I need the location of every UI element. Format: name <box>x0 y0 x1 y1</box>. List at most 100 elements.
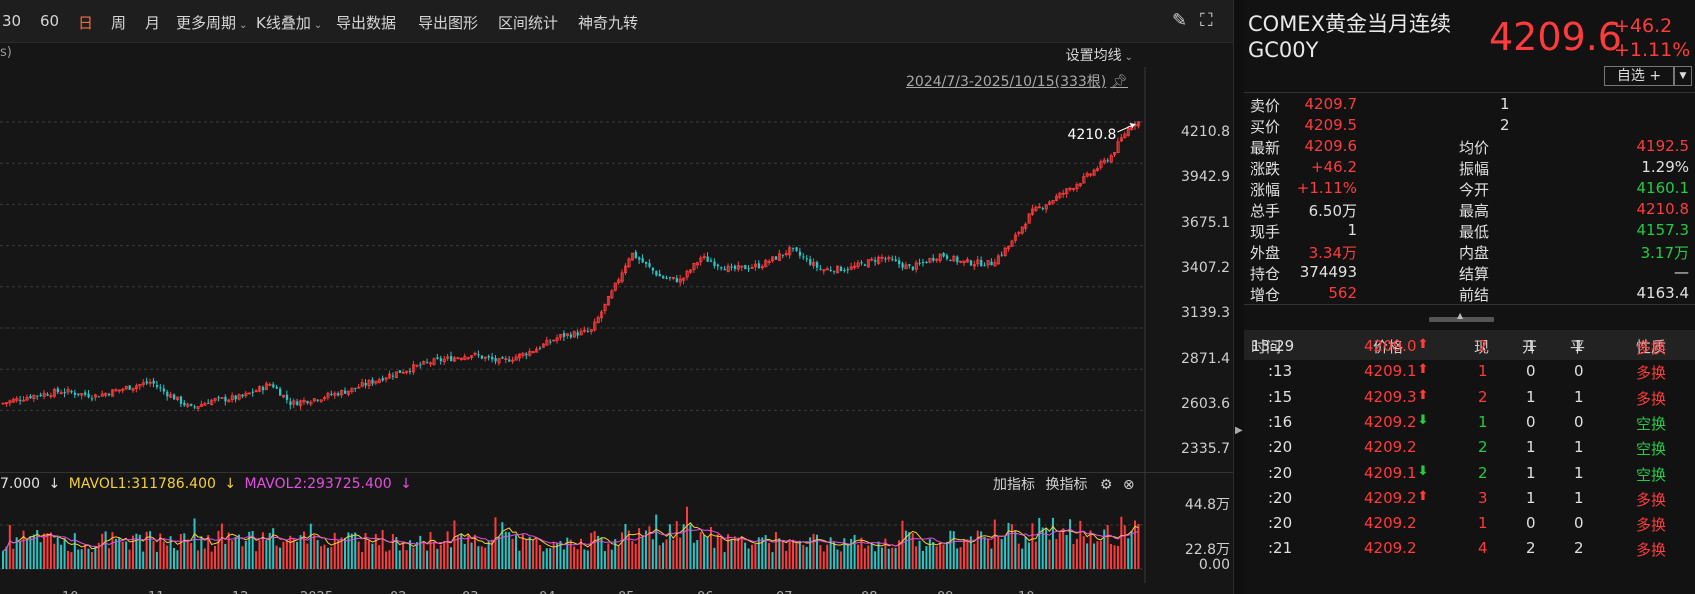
volume-bar <box>1055 539 1058 569</box>
candle-body <box>689 269 693 273</box>
fullscreen-icon[interactable]: ⛶ <box>1200 10 1213 31</box>
volume-bar <box>1134 520 1137 569</box>
candle-body <box>819 268 822 270</box>
kline-overlay-dropdown[interactable]: K线叠加 ⌄ <box>256 12 322 33</box>
volume-legend: 7.000 ↓ MAVOL1:311786.400 ↓ MAVOL2:29372… <box>0 476 416 492</box>
period-week[interactable]: 周 <box>111 14 127 32</box>
vol-value: 7.000 <box>0 476 41 492</box>
candle-body <box>1031 208 1035 215</box>
volume-bar <box>1069 519 1072 569</box>
more-periods-dropdown[interactable]: 更多周期 ⌄ <box>176 12 247 33</box>
gear-icon[interactable]: ⚙ <box>1099 477 1113 493</box>
add-indicator-button[interactable]: 加指标 <box>993 477 1035 493</box>
chevron-up-icon[interactable]: ▲ <box>1457 311 1464 320</box>
volume-bar <box>29 536 32 569</box>
candle-body <box>1054 195 1059 201</box>
candlestick-chart[interactable]: 4210.8 <box>0 42 1233 472</box>
volume-bar <box>453 520 456 569</box>
candle-body <box>559 333 563 338</box>
candle-body <box>217 397 220 399</box>
volume-bar <box>214 545 217 569</box>
volume-bar <box>111 532 114 569</box>
volume-bar <box>860 537 863 569</box>
candle-body <box>514 356 518 361</box>
date-tick-label: 04 <box>539 590 556 594</box>
candle-body <box>986 260 990 266</box>
volume-bar <box>302 531 305 569</box>
trade-nature: 多换 <box>1636 516 1667 535</box>
period-day[interactable]: 日 <box>78 14 94 32</box>
watchlist-dropdown[interactable]: ▼ <box>1674 66 1692 86</box>
volume-bar <box>894 547 897 569</box>
volume-bar <box>969 536 972 569</box>
arrow-up-icon: ⬆ <box>1417 488 1429 504</box>
volume-bar <box>364 532 367 569</box>
volume-bar <box>480 546 483 569</box>
close-icon[interactable]: ⊗ <box>1122 477 1135 493</box>
period-30[interactable]: 30 <box>2 12 22 30</box>
volume-bar <box>1116 545 1119 569</box>
candle-body <box>685 270 689 278</box>
period-month[interactable]: 月 <box>145 14 161 32</box>
set-ma-dropdown[interactable]: 设置均线 ⌄ <box>1066 45 1133 65</box>
candle-body <box>367 380 371 387</box>
range-stats-button[interactable]: 区间统计 <box>498 14 559 32</box>
volume-bar <box>901 520 904 569</box>
volume-bar <box>528 536 531 569</box>
volume-bar <box>792 539 795 569</box>
candle-body <box>90 398 94 400</box>
volume-bar <box>121 541 124 569</box>
date-range-label[interactable]: 2024/7/3-2025/10/15(333根) 📌︎ <box>906 71 1128 91</box>
candle-body <box>258 386 262 392</box>
candle-body <box>641 258 644 263</box>
volume-chart[interactable] <box>0 472 1233 583</box>
candle-body <box>792 247 795 249</box>
volume-bar <box>408 540 411 569</box>
volume-bar <box>1072 544 1075 569</box>
candle-body <box>15 398 19 401</box>
splitter-handle[interactable] <box>1429 317 1494 322</box>
candle-body <box>538 347 542 349</box>
candle-body <box>350 387 354 392</box>
volume-bar <box>511 538 514 569</box>
magic-nine-button[interactable]: 神奇九转 <box>578 14 639 32</box>
quote-row: 增仓 562 前结 4163.4 <box>1244 284 1695 306</box>
volume-bar <box>928 538 931 569</box>
volume-bar <box>169 536 172 569</box>
add-watchlist-button[interactable]: 自选 + <box>1604 66 1674 86</box>
export-data-button[interactable]: 导出数据 <box>336 14 397 32</box>
quote-row: 持仓 374493 结算 — <box>1244 263 1695 285</box>
volume-bar <box>744 542 747 569</box>
volume-bar <box>378 545 381 569</box>
trade-now: 1 <box>1478 514 1488 533</box>
volume-bar <box>898 540 901 569</box>
volume-bar <box>1062 528 1065 569</box>
candle-body <box>494 358 497 362</box>
candle-body <box>798 251 802 256</box>
candle-body <box>932 257 935 261</box>
candle-body <box>501 357 504 359</box>
switch-indicator-button[interactable]: 换指标 <box>1045 477 1088 493</box>
volume-bar <box>1096 541 1099 569</box>
volume-bar <box>391 534 394 569</box>
volume-bar <box>1014 530 1017 569</box>
more-periods-label: 更多周期 <box>176 14 237 32</box>
candle-body <box>381 378 384 381</box>
volume-bar <box>43 533 46 569</box>
volume-bar <box>63 538 66 569</box>
volume-bar <box>682 524 685 569</box>
candle-body <box>309 401 313 405</box>
volume-bar <box>853 534 856 569</box>
price-tick-label: 2603.6 <box>1181 395 1230 412</box>
candle-body <box>692 262 696 270</box>
export-image-button[interactable]: 导出图形 <box>418 14 479 32</box>
pin-icon[interactable]: 📌︎ <box>1110 74 1129 90</box>
period-60[interactable]: 60 <box>40 12 60 30</box>
draw-brush-icon[interactable]: ✎ <box>1172 10 1188 31</box>
collapse-arrow-icon[interactable]: ▶ <box>1235 425 1243 436</box>
volume-bar <box>515 535 517 569</box>
chevron-down-icon: ⌄ <box>239 20 248 31</box>
candle-body <box>809 259 812 265</box>
candle-body <box>1 402 5 405</box>
volume-bar <box>959 547 962 569</box>
